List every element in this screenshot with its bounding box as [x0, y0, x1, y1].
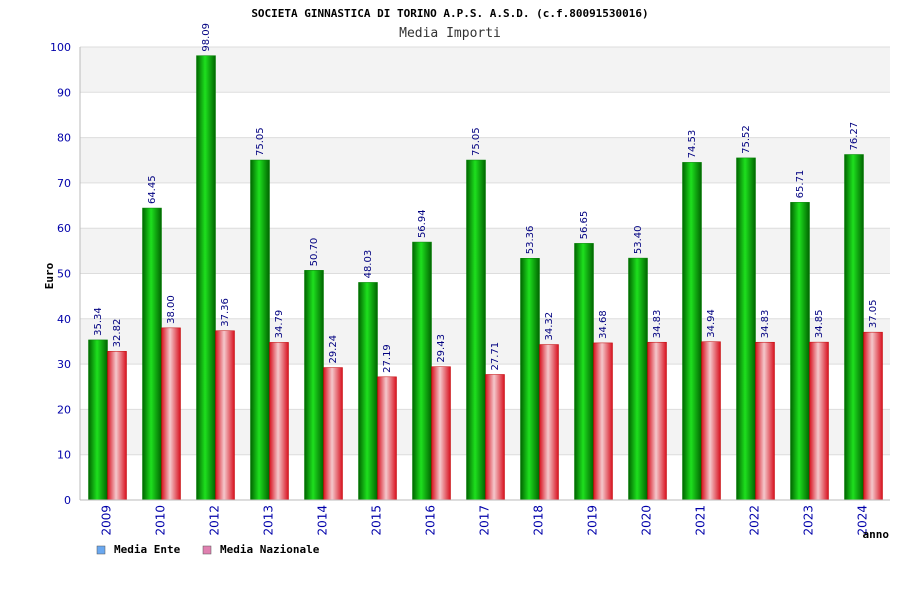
data-label: 34.83 — [760, 310, 771, 339]
legend-swatch-media-ente — [96, 545, 106, 555]
x-tick-label: 2022 — [748, 505, 762, 536]
bar-media-nazionale-2017 — [485, 374, 505, 501]
x-axis-ticks: 2009 2010 2012 2013 2014 2015 2016 2017 2018 2019… — [100, 505, 870, 536]
data-label: 34.85 — [814, 309, 825, 338]
y-tick-label: 0 — [64, 494, 71, 507]
bar-media-ente-2009 — [88, 339, 108, 501]
bar-media-nazionale-2013 — [269, 342, 289, 501]
data-label: 38.00 — [166, 295, 177, 324]
data-label: 34.94 — [706, 309, 717, 338]
x-tick-label: 2021 — [694, 505, 708, 536]
data-label: 74.53 — [687, 130, 698, 159]
data-label: 29.24 — [328, 335, 339, 364]
x-tick-label: 2020 — [640, 505, 654, 536]
data-label: 34.79 — [274, 310, 285, 339]
x-tick-label: 2010 — [154, 505, 168, 536]
bar-media-nazionale-2015 — [377, 376, 397, 501]
data-label: 53.40 — [633, 225, 644, 254]
data-label: 32.82 — [112, 319, 123, 348]
legend-label-media-nazionale: Media Nazionale — [220, 543, 320, 556]
x-tick-label: 2012 — [208, 505, 222, 536]
x-tick-label: 2009 — [100, 505, 114, 536]
data-label: 50.70 — [309, 238, 320, 267]
data-label: 37.05 — [868, 300, 879, 329]
y-tick-label: 10 — [57, 449, 71, 462]
bar-media-nazionale-2023 — [809, 341, 829, 501]
chart-subtitle: Media Importi — [399, 26, 501, 41]
data-label: 27.19 — [382, 344, 393, 373]
x-tick-label: 2016 — [424, 505, 438, 536]
bar-media-nazionale-2012 — [215, 330, 235, 501]
bar-media-ente-2023 — [790, 202, 810, 501]
data-label: 48.03 — [363, 250, 374, 279]
x-tick-label: 2024 — [856, 505, 870, 536]
data-label: 35.34 — [93, 307, 104, 336]
bar-media-ente-2014 — [304, 270, 324, 501]
legend: Media Ente Media Nazionale — [96, 543, 320, 556]
bar-media-ente-2013 — [250, 159, 270, 501]
bar-media-ente-2015 — [358, 282, 378, 501]
data-label: 34.83 — [652, 310, 663, 339]
y-tick-label: 90 — [57, 86, 71, 99]
x-tick-label: 2019 — [586, 505, 600, 536]
data-label: 76.27 — [849, 122, 860, 151]
x-tick-label: 2015 — [370, 505, 384, 536]
y-tick-label: 20 — [57, 403, 71, 416]
x-tick-label: 2023 — [802, 505, 816, 536]
data-label: 27.71 — [490, 342, 501, 371]
y-axis-label: Euro — [43, 262, 56, 289]
y-tick-label: 30 — [57, 358, 71, 371]
bar-media-ente-2012 — [196, 55, 216, 501]
data-label: 64.45 — [147, 175, 158, 204]
data-label: 65.71 — [795, 170, 806, 199]
bar-media-ente-2020 — [628, 257, 648, 501]
x-tick-label: 2014 — [316, 505, 330, 536]
y-tick-label: 50 — [57, 268, 71, 281]
y-tick-label: 100 — [50, 41, 71, 54]
bar-media-nazionale-2009 — [107, 351, 127, 501]
bar-media-nazionale-2022 — [755, 341, 775, 501]
chart-title: SOCIETA GINNASTICA DI TORINO A.P.S. A.S.… — [251, 7, 648, 20]
bar-media-ente-2010 — [142, 207, 162, 501]
bar-media-nazionale-2018 — [539, 344, 559, 501]
data-label: 29.43 — [436, 334, 447, 363]
bar-media-nazionale-2010 — [161, 327, 181, 501]
bar-media-nazionale-2019 — [593, 342, 613, 501]
x-tick-label: 2013 — [262, 505, 276, 536]
data-label: 56.94 — [417, 209, 428, 238]
x-tick-label: 2018 — [532, 505, 546, 536]
bar-media-ente-2022 — [736, 157, 756, 501]
data-label: 56.65 — [579, 211, 590, 240]
bar-media-nazionale-2021 — [701, 341, 721, 501]
y-tick-label: 70 — [57, 177, 71, 190]
data-label: 53.36 — [525, 226, 536, 255]
bar-media-ente-2021 — [682, 162, 702, 501]
bar-media-ente-2018 — [520, 258, 540, 501]
bar-media-nazionale-2014 — [323, 367, 343, 501]
data-label: 75.05 — [255, 127, 266, 156]
y-tick-label: 60 — [57, 222, 71, 235]
legend-swatch-media-nazionale — [202, 545, 212, 555]
x-tick-label: 2017 — [478, 505, 492, 536]
data-label: 34.32 — [544, 312, 555, 341]
bar-media-ente-2016 — [412, 241, 432, 501]
bar-media-ente-2017 — [466, 159, 486, 501]
data-label: 37.36 — [220, 298, 231, 327]
bars: 35.34 32.82 64.45 38.00 98.09 37.36 75.05 34.79… — [88, 23, 883, 501]
data-label: 75.52 — [741, 125, 752, 154]
data-label: 75.05 — [471, 127, 482, 156]
bar-media-ente-2019 — [574, 243, 594, 501]
y-tick-label: 80 — [57, 132, 71, 145]
bar-media-nazionale-2024 — [863, 331, 883, 501]
x-axis-label: anno — [863, 528, 890, 541]
bar-media-nazionale-2016 — [431, 366, 451, 501]
y-tick-label: 40 — [57, 313, 71, 326]
bar-media-nazionale-2020 — [647, 341, 667, 501]
data-label: 34.68 — [598, 310, 609, 339]
y-axis-ticks: 0 10 20 30 40 50 60 70 80 90 100 — [50, 41, 71, 507]
bar-media-ente-2024 — [844, 154, 864, 501]
data-label: 98.09 — [201, 23, 212, 52]
legend-label-media-ente: Media Ente — [114, 543, 181, 556]
